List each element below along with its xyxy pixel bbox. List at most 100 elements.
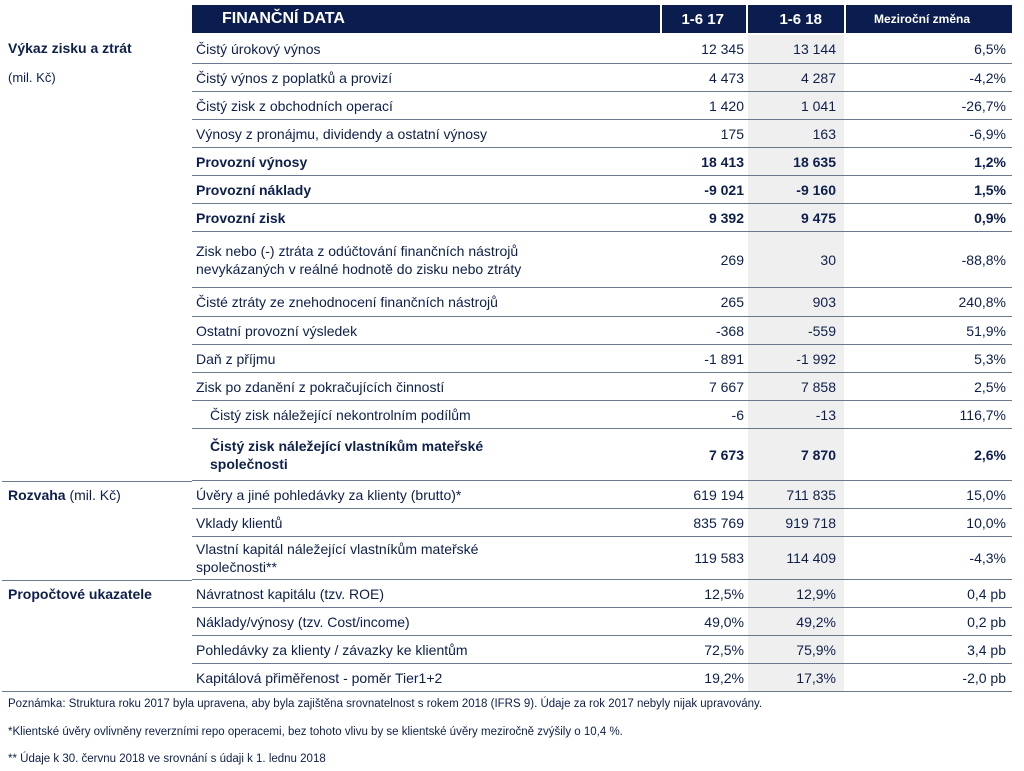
- table-row: Provozní náklady -9 021 -9 160 1,5%: [192, 176, 1012, 204]
- value-2017: 269: [720, 251, 744, 268]
- row-label: Náklady/výnosy (tzv. Cost/income): [196, 613, 410, 630]
- value-change: 1,5%: [974, 181, 1006, 198]
- row-label: Čistý zisk z obchodních operací: [196, 97, 393, 114]
- row-label: Výnosy z pronájmu, dividendy a ostatní v…: [196, 125, 488, 142]
- value-2017: 19,2%: [704, 669, 744, 686]
- value-change: 0,4 pb: [967, 585, 1006, 602]
- table-row: Návratnost kapitálu (tzv. ROE) 12,5% 12,…: [192, 580, 1012, 608]
- value-change: 2,6%: [974, 446, 1006, 463]
- table-row: Čistý zisk z obchodních operací 1 420 1 …: [192, 92, 1012, 120]
- value-change: 0,9%: [974, 209, 1006, 226]
- value-2017: 835 769: [693, 514, 744, 531]
- value-2017: 1 420: [708, 97, 744, 114]
- value-change: 10,0%: [966, 514, 1006, 531]
- value-2017: 7 673: [708, 446, 744, 463]
- value-2017: 18 413: [701, 153, 744, 170]
- table-row: Kapitálová přiměřenost - poměr Tier1+2 1…: [192, 664, 1012, 692]
- row-label: Vlastní kapitál náležející vlastníkům ma…: [192, 540, 662, 576]
- value-change: 1,2%: [974, 153, 1006, 170]
- section-bs-title: Rozvaha (mil. Kč): [8, 487, 121, 503]
- column-header-change: Meziroční změna: [846, 5, 1012, 33]
- row-label: Provozní náklady: [196, 181, 312, 198]
- value-2018: 75,9%: [796, 641, 836, 658]
- section-pl-title: Výkaz zisku a ztrát: [8, 40, 132, 56]
- table-row: Provozní výnosy 18 413 18 635 1,2%: [192, 148, 1012, 176]
- value-2018: 13 144: [793, 41, 836, 57]
- value-2017: 4 473: [708, 69, 744, 86]
- row-label-line: nevykázaných v reálné hodnotě do zisku n…: [196, 260, 522, 277]
- value-change: -88,8%: [961, 251, 1006, 268]
- value-2018: -9 160: [796, 181, 836, 198]
- value-2017: 49,0%: [704, 613, 744, 630]
- section-divider: [2, 691, 192, 692]
- row-label-line: společnosti: [210, 455, 288, 472]
- table-row: Provozní zisk 9 392 9 475 0,9%: [192, 204, 1012, 232]
- table-row: Čistý zisk náležející nekontrolním podíl…: [192, 401, 1012, 429]
- table-row: Čisté ztráty ze znehodnocení finančních …: [192, 288, 1012, 317]
- value-change: 116,7%: [959, 406, 1006, 423]
- value-2017: -6: [731, 406, 744, 423]
- row-label: Ostatní provozní výsledek: [196, 322, 358, 339]
- value-2017: 7 667: [708, 378, 744, 395]
- row-label-line: společnosti**: [196, 559, 277, 575]
- table-row: Vlastní kapitál náležející vlastníkům ma…: [192, 537, 1012, 580]
- value-change: 240,8%: [958, 294, 1006, 310]
- value-2017: -9 021: [704, 181, 744, 198]
- section-pl-unit: (mil. Kč): [8, 70, 56, 85]
- value-2018: 919 718: [785, 514, 836, 531]
- table-row: Zisk po zdanění z pokračujících činností…: [192, 373, 1012, 401]
- value-2017: 12,5%: [704, 585, 744, 602]
- value-2017: -1 891: [704, 350, 744, 367]
- value-2018: 18 635: [793, 153, 836, 170]
- value-2018: 1 041: [800, 97, 836, 114]
- value-change: 0,2 pb: [967, 613, 1006, 630]
- value-2018: 17,3%: [796, 669, 836, 686]
- row-label: Čistý zisk náležející vlastníkům mateřsk…: [192, 437, 662, 473]
- value-change: -26,7%: [961, 97, 1006, 114]
- column-header-2018: 1-6 18: [748, 5, 844, 33]
- table-row: Čistý úrokový výnos 12 345 13 144 6,5%: [192, 35, 1012, 64]
- table-title: FINANČNÍ DATA: [192, 5, 660, 33]
- value-2017: 12 345: [701, 41, 744, 57]
- footnote-equity: ** Údaje k 30. červnu 2018 ve srovnání s…: [8, 753, 326, 765]
- column-header-2017: 1-6 17: [662, 5, 746, 33]
- table-row: Ostatní provozní výsledek -368 -559 51,9…: [192, 317, 1012, 345]
- value-2018: 4 287: [800, 69, 836, 86]
- value-2017: 619 194: [693, 486, 744, 503]
- value-change: 51,9%: [966, 322, 1006, 339]
- value-change: -4,3%: [969, 550, 1006, 566]
- value-change: -6,9%: [969, 125, 1006, 142]
- row-label-line: Zisk nebo (-) ztráta z odúčtování finanč…: [196, 242, 519, 259]
- row-label: Čistý zisk náležející nekontrolním podíl…: [210, 406, 471, 423]
- row-label: Kapitálová přiměřenost - poměr Tier1+2: [196, 669, 443, 686]
- row-label: Čisté ztráty ze znehodnocení finančních …: [196, 294, 498, 310]
- row-label: Úvěry a jiné pohledávky za klienty (brut…: [196, 486, 462, 503]
- table-row: Vklady klientů 835 769 919 718 10,0%: [192, 509, 1012, 537]
- footnote-loans: *Klientské úvěry ovlivněny reverzními re…: [8, 726, 623, 738]
- table-row: Zisk nebo (-) ztráta z odúčtování finanč…: [192, 232, 1012, 288]
- value-2018: -13: [815, 406, 836, 423]
- table-row: Pohledávky za klienty / závazky ke klien…: [192, 636, 1012, 664]
- value-2017: 119 583: [694, 550, 744, 566]
- value-2018: 9 475: [800, 209, 836, 226]
- value-2018: 7 870: [800, 446, 836, 463]
- row-label: Návratnost kapitálu (tzv. ROE): [196, 585, 385, 602]
- row-label: Čistý úrokový výnos: [196, 41, 321, 57]
- value-change: -4,2%: [969, 69, 1006, 86]
- section-divider: [2, 580, 192, 581]
- value-2018: 7 858: [800, 378, 836, 395]
- table-row: Výnosy z pronájmu, dividendy a ostatní v…: [192, 120, 1012, 148]
- value-change: 3,4 pb: [967, 641, 1006, 658]
- value-2018: 903: [812, 294, 836, 310]
- value-2017: 265: [720, 294, 744, 310]
- table-row: Daň z příjmu -1 891 -1 992 5,3%: [192, 345, 1012, 373]
- table-row: Úvěry a jiné pohledávky za klienty (brut…: [192, 481, 1012, 509]
- row-label: Zisk po zdanění z pokračujících činností: [196, 378, 445, 395]
- row-label: Čistý výnos z poplatků a provizí: [196, 69, 393, 86]
- row-label: Provozní výnosy: [196, 153, 308, 170]
- value-2018: -1 992: [796, 350, 836, 367]
- row-label: Provozní zisk: [196, 209, 286, 226]
- table-row: Čistý výnos z poplatků a provizí 4 473 4…: [192, 64, 1012, 92]
- value-2017: 72,5%: [704, 641, 744, 658]
